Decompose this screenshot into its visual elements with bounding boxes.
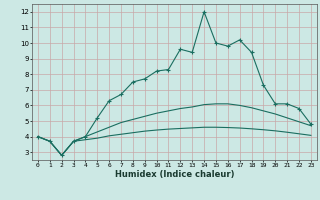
X-axis label: Humidex (Indice chaleur): Humidex (Indice chaleur) (115, 170, 234, 179)
